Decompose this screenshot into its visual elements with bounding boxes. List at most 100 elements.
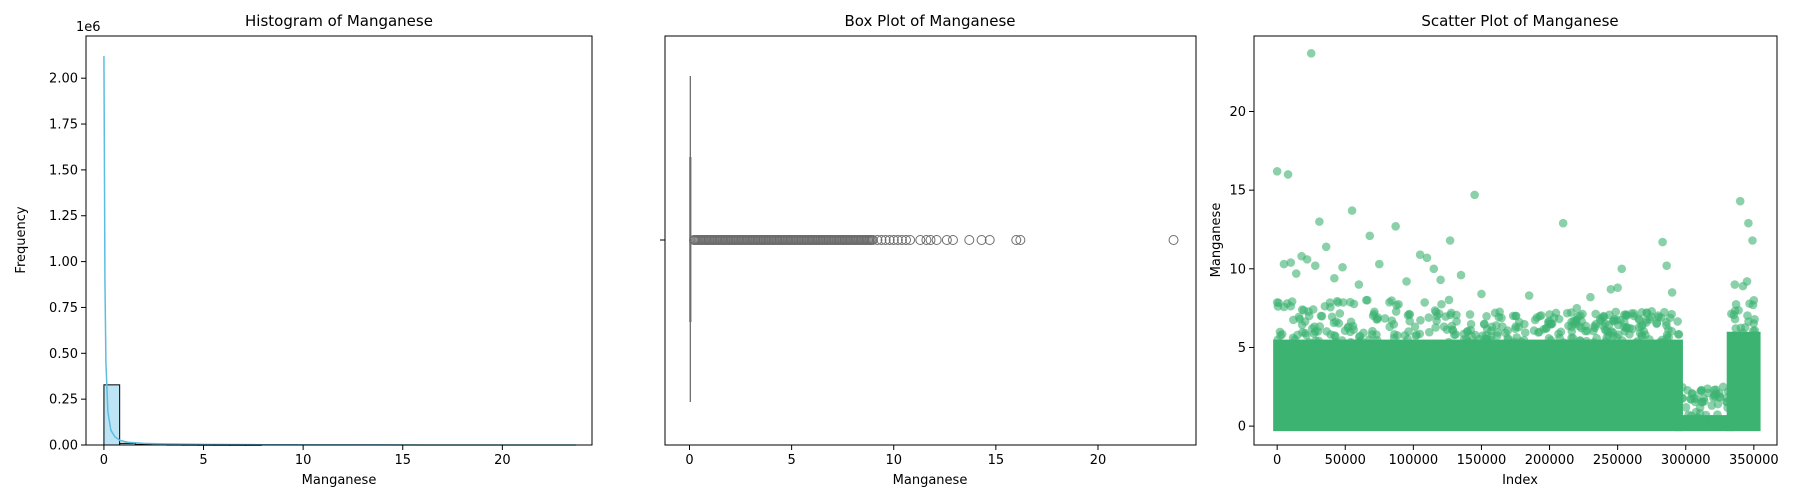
scatter-point	[1544, 334, 1554, 343]
scatter-point	[1394, 299, 1403, 309]
scatter-point	[1444, 337, 1453, 347]
scatter-outlier	[1310, 261, 1320, 270]
scatter-point	[1482, 312, 1491, 321]
boxplot-outlier	[915, 235, 926, 245]
scatter-x-tick-label: 50000	[1325, 453, 1366, 468]
scatter-outlier	[1477, 289, 1486, 299]
boxplot-outlier	[872, 235, 883, 245]
scatter-frame	[1253, 35, 1778, 446]
scatter-point	[1503, 326, 1513, 335]
scatter-outlier	[1391, 222, 1400, 231]
scatter-outlier	[1662, 261, 1671, 270]
scatter-outlier	[1667, 288, 1677, 297]
scatter-point	[1520, 319, 1529, 329]
scatter-point	[1645, 335, 1654, 344]
boxplot-xlabel: Manganese	[893, 473, 968, 488]
boxplot-outlier	[976, 235, 987, 245]
scatter-point	[1589, 338, 1599, 347]
scatter-point	[1337, 336, 1347, 345]
histogram-y-ticks: 0.00 0.25 0.50 0.75 1.00 1.25 1.50 1.75 2.00	[49, 72, 86, 454]
histogram-title: Histogram of Manganese	[245, 12, 433, 30]
scatter-y-tick-label: 20	[1229, 105, 1246, 120]
scatter-outlier	[1456, 270, 1466, 280]
scatter-point	[1703, 384, 1712, 393]
scatter-point	[1330, 331, 1339, 340]
boxplot-outlier	[941, 235, 952, 245]
scatter-point	[1697, 397, 1707, 407]
histogram-y-tick-label: 1.75	[49, 118, 78, 133]
scatter-band-region	[1726, 331, 1761, 432]
histogram-panel: Histogram of Manganese 1e6 Frequency Man…	[14, 12, 593, 488]
scatter-point	[1276, 331, 1285, 340]
scatter-point	[1372, 315, 1381, 324]
scatter-point	[1444, 295, 1454, 305]
scatter-point	[1516, 341, 1525, 350]
scatter-outlier	[1347, 206, 1357, 215]
scatter-x-tick-label: 250000	[1593, 453, 1643, 468]
histogram-y-tick-label: 0.50	[49, 347, 78, 362]
scatter-point	[1611, 307, 1621, 317]
scatter-point	[1750, 314, 1759, 324]
scatter-point	[1334, 319, 1344, 328]
histogram-y-tick-label: 2.00	[49, 72, 78, 87]
boxplot-outlier	[888, 235, 899, 245]
scatter-point	[1729, 310, 1739, 320]
scatter-point	[1632, 338, 1641, 348]
histogram-offset-text: 1e6	[76, 20, 101, 35]
boxplot-x-tick-label: 20	[1090, 453, 1107, 468]
scatter-point	[1568, 333, 1578, 343]
boxplot-outlier	[1168, 235, 1179, 245]
scatter-outlier	[1315, 217, 1324, 226]
scatter-point	[1715, 392, 1725, 402]
scatter-point	[1567, 326, 1577, 336]
scatter-x-tick-label: 200000	[1525, 453, 1575, 468]
scatter-point	[1459, 334, 1469, 344]
scatter-point	[1448, 326, 1458, 335]
scatter-outlier	[1330, 273, 1339, 283]
scatter-point	[1598, 313, 1607, 323]
scatter-point	[1416, 316, 1425, 325]
scatter-point	[1711, 385, 1721, 394]
scatter-outlier	[1436, 275, 1445, 285]
scatter-point	[1405, 316, 1415, 326]
boxplot-x-tick-label: 10	[885, 453, 902, 468]
boxplot-marks	[689, 76, 1179, 402]
scatter-outlier	[1272, 166, 1282, 176]
boxplot-outlier	[892, 235, 903, 245]
histogram-x-tick-label: 10	[295, 453, 312, 468]
scatter-point	[1424, 313, 1434, 322]
scatter-outlier	[1375, 259, 1384, 269]
scatter-x-tick-label: 300000	[1661, 453, 1711, 468]
boxplot-outlier	[984, 235, 995, 245]
scatter-point	[1608, 331, 1618, 341]
scatter-point	[1463, 327, 1472, 336]
histogram-x-tick-label: 0	[100, 453, 108, 468]
scatter-point	[1722, 393, 1732, 402]
scatter-point	[1465, 310, 1475, 319]
scatter-point	[1681, 402, 1691, 412]
scatter-point	[1432, 311, 1442, 321]
scatter-point	[1327, 312, 1337, 322]
histogram-kde	[103, 56, 577, 446]
scatter-x-tick-label: 0	[1273, 453, 1281, 468]
scatter-point	[1419, 340, 1429, 349]
boxplot-x-tick-label: 15	[988, 453, 1005, 468]
scatter-outlier	[1744, 218, 1753, 228]
scatter-outlier	[1321, 242, 1331, 252]
scatter-point	[1673, 317, 1682, 326]
scatter-point	[1556, 327, 1566, 337]
histogram-y-tick-label: 1.50	[49, 163, 78, 178]
scatter-outlier	[1415, 250, 1425, 259]
scatter-outlier	[1402, 277, 1411, 286]
scatter-x-tick-label: 350000	[1729, 453, 1779, 468]
scatter-outlier	[1613, 283, 1622, 292]
boxplot-title: Box Plot of Manganese	[844, 12, 1015, 30]
histogram-y-tick-label: 0.25	[49, 393, 78, 408]
scatter-point	[1637, 330, 1646, 340]
scatter-point	[1738, 328, 1747, 338]
boxplot-outlier	[900, 235, 911, 245]
scatter-point	[1749, 332, 1759, 342]
scatter-point	[1367, 330, 1377, 339]
scatter-point	[1437, 299, 1446, 309]
boxplot-outlier	[931, 235, 942, 245]
